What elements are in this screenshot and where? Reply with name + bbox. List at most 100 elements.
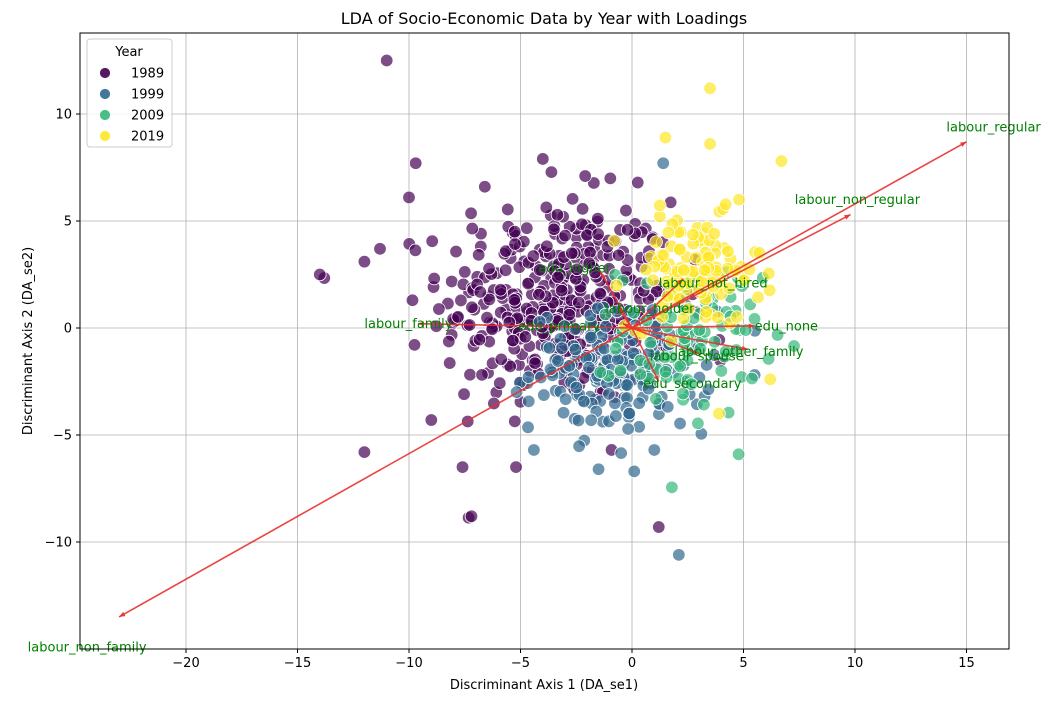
data-point	[593, 286, 607, 301]
x-tick-label: 15	[958, 656, 975, 671]
data-point	[493, 283, 508, 297]
data-point	[584, 413, 598, 427]
data-point	[482, 261, 496, 276]
data-point	[562, 307, 576, 322]
data-point	[582, 360, 596, 375]
data-point	[737, 273, 751, 287]
data-point	[722, 281, 736, 295]
scatter-points	[313, 53, 801, 562]
data-point	[658, 130, 673, 145]
data-point	[712, 406, 726, 421]
data-point	[719, 197, 733, 211]
data-point	[540, 239, 554, 253]
data-point	[527, 443, 541, 457]
data-point	[707, 227, 721, 241]
data-point	[498, 263, 513, 278]
data-point	[556, 406, 571, 420]
loading-label: edu_secondary	[643, 377, 742, 392]
data-point	[621, 422, 635, 436]
data-point	[714, 364, 729, 378]
data-point	[533, 315, 547, 329]
data-point	[591, 462, 606, 476]
data-point	[676, 311, 691, 326]
data-point	[647, 443, 662, 457]
data-point	[432, 302, 446, 316]
data-point	[380, 53, 394, 68]
legend-box	[86, 38, 173, 148]
x-axis-label: Discriminant Axis 1 (DA_se1)	[450, 678, 638, 693]
loading-label: labour_holder	[605, 302, 695, 317]
data-point	[508, 224, 522, 239]
legend-entry-label: 2019	[131, 130, 164, 145]
data-point	[520, 221, 534, 235]
loading-arrow-labour_other_family	[631, 327, 749, 351]
chart-title: LDA of Socio-Economic Data by Year with …	[341, 9, 748, 28]
data-point	[537, 388, 551, 402]
loading-label: labour_non_regular	[795, 193, 921, 208]
data-point	[558, 392, 573, 406]
data-point	[427, 271, 441, 286]
y-axis-label: Discriminant Axis 2 (DA_se2)	[21, 247, 36, 435]
data-point	[631, 175, 645, 190]
data-point	[472, 332, 487, 347]
data-point	[465, 300, 479, 314]
data-point	[732, 192, 746, 207]
x-tick-label: 5	[739, 656, 747, 671]
data-point	[521, 370, 536, 384]
data-point	[532, 287, 546, 302]
data-point	[473, 285, 487, 299]
data-point	[429, 319, 444, 333]
data-point	[672, 278, 686, 293]
data-point	[509, 460, 523, 474]
data-point	[774, 154, 789, 168]
data-point	[697, 397, 711, 412]
data-point	[770, 328, 785, 342]
data-point	[542, 341, 557, 355]
data-point	[614, 446, 628, 460]
data-point	[622, 406, 636, 421]
data-point	[721, 244, 735, 258]
x-tick-label: 10	[847, 656, 864, 671]
data-point	[653, 198, 667, 213]
data-point	[677, 263, 691, 277]
data-point	[661, 225, 676, 240]
data-point	[408, 243, 423, 258]
loading-arrow-labour_non_family	[118, 327, 633, 618]
data-point	[480, 311, 494, 325]
y-tick-label: −10	[45, 536, 72, 551]
data-point	[457, 387, 471, 401]
data-point	[656, 248, 671, 262]
y-axis-ticks: −10 −5 0 5 10	[45, 108, 80, 551]
data-point	[577, 394, 591, 409]
data-point	[499, 244, 513, 258]
loading-label: labour_other_family	[674, 345, 803, 360]
data-point	[672, 548, 686, 562]
data-point	[503, 359, 517, 374]
data-point	[562, 359, 576, 373]
data-point	[703, 81, 717, 96]
loading-label: edu_primary	[518, 319, 600, 334]
data-point	[582, 256, 596, 271]
loading-arrowhead	[960, 141, 967, 147]
data-point	[701, 382, 716, 397]
data-point	[518, 330, 533, 344]
data-point	[613, 363, 628, 378]
loading-arrow-labour_family	[417, 322, 633, 329]
data-point	[551, 354, 565, 368]
data-point	[646, 273, 660, 287]
data-point	[508, 237, 522, 251]
data-point	[522, 394, 536, 409]
legend-marker	[99, 88, 111, 100]
x-tick-label: −20	[172, 656, 199, 671]
loading-arrowhead	[417, 321, 424, 327]
data-point	[603, 171, 618, 186]
data-point	[745, 371, 759, 386]
data-point	[692, 323, 707, 337]
data-point	[482, 292, 497, 307]
data-point	[575, 202, 590, 216]
data-point	[686, 227, 700, 242]
loading-arrowhead	[600, 272, 606, 279]
loading-arrow-labour_non_regular	[631, 213, 851, 329]
data-point	[699, 358, 714, 372]
data-point	[568, 342, 583, 357]
